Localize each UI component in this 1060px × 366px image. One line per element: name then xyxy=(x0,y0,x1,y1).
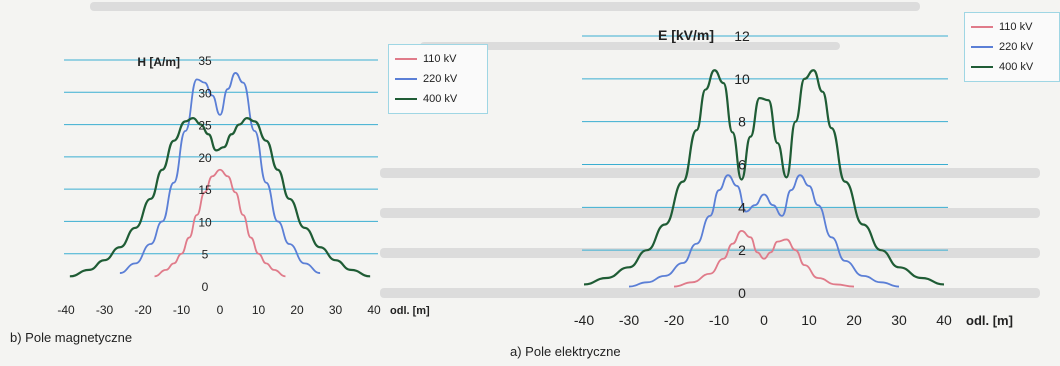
magnetic-chart-legend: 110 kV 220 kV 400 kV xyxy=(388,44,488,114)
y-axis-label: H [A/m] xyxy=(137,55,180,69)
x-tick-label: -40 xyxy=(57,303,75,317)
legend-item-400kv: 400 kV xyxy=(971,57,1053,77)
x-axis-label: odl. [m] xyxy=(390,305,430,317)
y-tick-label: 15 xyxy=(198,183,212,197)
legend-label: 400 kV xyxy=(999,61,1034,73)
y-tick-label: 10 xyxy=(734,71,750,87)
y-tick-label: 12 xyxy=(734,28,750,44)
series-line-400kv xyxy=(583,69,945,286)
y-tick-label: 0 xyxy=(202,280,209,294)
legend-swatch xyxy=(971,46,993,48)
legend-swatch xyxy=(395,58,417,60)
x-tick-label: 0 xyxy=(760,312,768,328)
y-tick-label: 25 xyxy=(198,119,212,133)
magnetic-chart-caption: b) Pole magnetyczne xyxy=(10,330,133,345)
y-tick-label: 20 xyxy=(198,151,212,165)
legend-label: 110 kV xyxy=(999,21,1033,33)
legend-item-220kv: 220 kV xyxy=(971,37,1053,57)
series-line-110kv xyxy=(673,229,855,288)
y-tick-label: 6 xyxy=(738,157,746,173)
y-tick-label: 0 xyxy=(738,285,746,301)
x-axis-label: odl. [m] xyxy=(966,313,1013,328)
x-tick-label: -10 xyxy=(709,312,729,328)
electric-chart-caption: a) Pole elektryczne xyxy=(510,344,621,359)
series-line-400kv xyxy=(69,117,371,278)
legend-item-110kv: 110 kV xyxy=(395,49,481,69)
legend-item-220kv: 220 kV xyxy=(395,69,481,89)
y-tick-label: 5 xyxy=(202,248,209,262)
series-line-220kv xyxy=(119,72,321,274)
legend-label: 220 kV xyxy=(423,73,458,85)
y-tick-label: 30 xyxy=(198,86,212,100)
legend-item-110kv: 110 kV xyxy=(971,17,1053,37)
legend-swatch xyxy=(971,26,993,28)
x-tick-label: 10 xyxy=(252,303,266,317)
x-tick-label: 0 xyxy=(217,303,224,317)
y-tick-label: 8 xyxy=(738,114,746,130)
legend-label: 220 kV xyxy=(999,41,1034,53)
series-line-110kv xyxy=(154,168,286,278)
x-tick-label: -40 xyxy=(574,312,594,328)
x-tick-label: 40 xyxy=(367,303,381,317)
x-tick-label: 10 xyxy=(801,312,817,328)
legend-label: 400 kV xyxy=(423,93,458,105)
legend-label: 110 kV xyxy=(423,53,457,65)
x-tick-label: -20 xyxy=(134,303,152,317)
y-axis-label: E [kV/m] xyxy=(658,27,714,43)
x-tick-label: 30 xyxy=(329,303,343,317)
legend-swatch xyxy=(395,78,417,80)
legend-item-400kv: 400 kV xyxy=(395,89,481,109)
series-line-220kv xyxy=(628,174,900,288)
x-tick-label: 30 xyxy=(891,312,907,328)
x-tick-label: 20 xyxy=(846,312,862,328)
legend-swatch xyxy=(395,98,417,100)
electric-chart-legend: 110 kV 220 kV 400 kV xyxy=(964,12,1060,82)
legend-swatch xyxy=(971,66,993,68)
x-tick-label: 20 xyxy=(290,303,304,317)
x-tick-label: -10 xyxy=(173,303,191,317)
x-tick-label: -30 xyxy=(619,312,639,328)
y-tick-label: 35 xyxy=(198,54,212,68)
y-tick-label: 2 xyxy=(738,242,746,258)
y-tick-label: 10 xyxy=(198,215,212,229)
y-tick-label: 4 xyxy=(738,199,746,215)
x-tick-label: -20 xyxy=(664,312,684,328)
x-tick-label: 40 xyxy=(936,312,952,328)
x-tick-label: -30 xyxy=(96,303,114,317)
